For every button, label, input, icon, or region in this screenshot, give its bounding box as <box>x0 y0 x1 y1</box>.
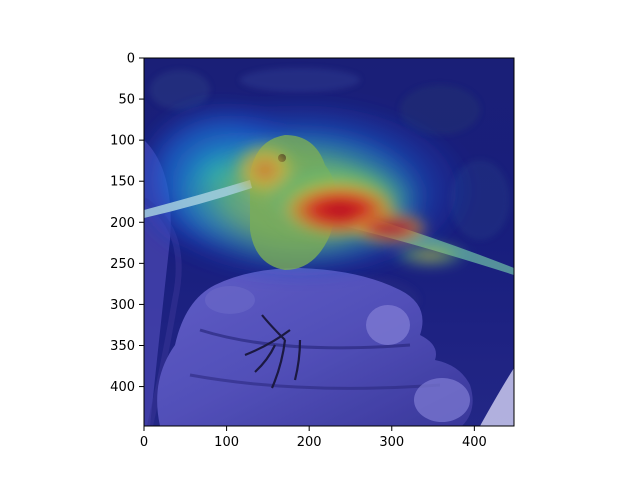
axes-frame <box>143 57 515 427</box>
y-tick-label: 0 <box>127 52 135 67</box>
bird-feet <box>244 314 302 389</box>
y-tick-label: 400 <box>110 380 135 395</box>
x-tick-label: 0 <box>140 435 148 450</box>
y-tick-label: 50 <box>118 93 135 108</box>
x-axis: 0 100 200 300 400 <box>140 426 487 450</box>
x-tick-label: 200 <box>297 435 322 450</box>
bird-heatmap-image <box>144 58 514 426</box>
x-tick-label: 100 <box>214 435 239 450</box>
y-tick-label: 100 <box>110 134 135 149</box>
y-tick-label: 200 <box>110 216 135 231</box>
y-tick-label: 350 <box>110 339 135 354</box>
x-tick-label: 300 <box>379 435 404 450</box>
y-axis: 0 50 100 150 200 250 300 350 400 <box>110 52 144 395</box>
x-tick-label: 400 <box>462 435 487 450</box>
y-tick-label: 150 <box>110 175 135 190</box>
y-tick-label: 300 <box>110 298 135 313</box>
y-tick-label: 250 <box>110 257 135 272</box>
